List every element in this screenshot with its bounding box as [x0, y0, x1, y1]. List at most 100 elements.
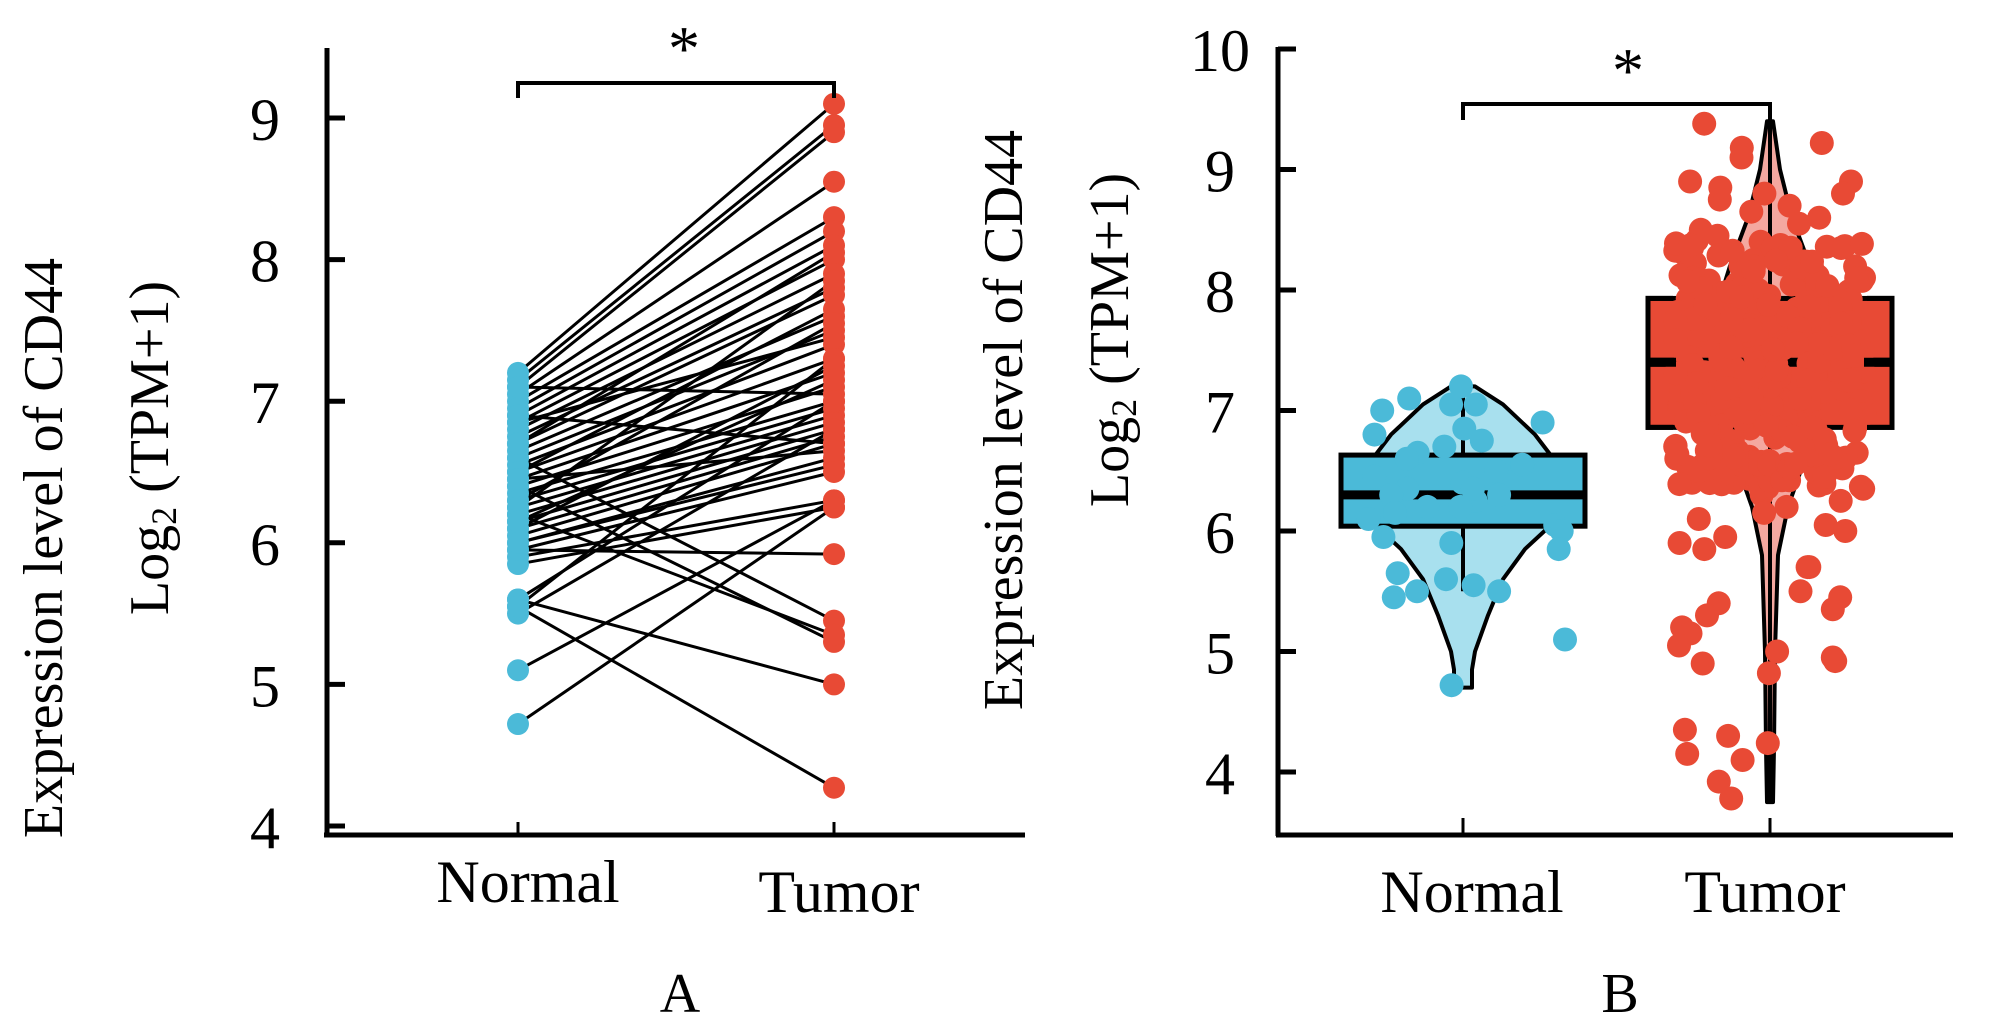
tumor-point	[1815, 274, 1840, 298]
normal-point	[507, 659, 529, 682]
pair-line	[517, 272, 835, 431]
tumor-point	[1667, 633, 1691, 658]
tumor-point	[823, 543, 845, 566]
tumor-point	[1667, 531, 1692, 555]
normal-point	[1356, 507, 1381, 531]
pair-line	[517, 229, 835, 410]
tumor-point	[1741, 259, 1766, 284]
normal-point	[1383, 500, 1407, 525]
tumor-point	[1722, 445, 1746, 470]
normal-point	[1434, 567, 1458, 592]
jitter-points	[1356, 111, 1895, 811]
normal-point	[1370, 398, 1395, 423]
tumor-point	[1777, 193, 1802, 218]
tumor-point	[1667, 472, 1692, 497]
tumor-point	[1705, 223, 1730, 248]
tumor-point	[1760, 337, 1785, 362]
tumor-point	[1693, 292, 1718, 317]
normal-point	[507, 713, 529, 736]
x-ticks	[516, 822, 836, 835]
tumor-point	[1849, 231, 1874, 256]
y-tick-label: 8	[1205, 259, 1235, 325]
tumor-point	[1814, 234, 1839, 259]
x-ticks	[1461, 818, 1772, 835]
y-tick-label: 9	[250, 87, 280, 153]
tumor-point	[1756, 292, 1781, 317]
tumor-point	[1818, 442, 1843, 467]
tumor-point	[1844, 266, 1869, 290]
pair-line	[517, 251, 835, 445]
tumor-point	[1842, 418, 1867, 443]
y-tick-label: 6	[250, 512, 280, 578]
tumor-point	[1788, 387, 1812, 412]
pair-line	[517, 428, 835, 615]
tumor-point	[1800, 249, 1824, 274]
pair-line	[517, 548, 835, 556]
normal-point	[1530, 410, 1555, 435]
normal-point	[1553, 627, 1577, 652]
pair-line	[517, 130, 835, 389]
pair-line	[517, 378, 835, 523]
tumor-point	[1805, 332, 1830, 357]
tumor-point	[1763, 248, 1788, 273]
tumor-point	[1738, 317, 1763, 342]
normal-point	[1510, 452, 1535, 477]
tumor-point	[1765, 639, 1790, 664]
tumor-point	[823, 170, 845, 193]
pair-line	[517, 470, 835, 552]
tumor-point	[1713, 525, 1738, 549]
tumor-point	[823, 121, 845, 144]
tumor-point	[1665, 442, 1690, 467]
pair-line	[517, 449, 835, 481]
significance-star: *	[668, 13, 700, 84]
normal-point	[1432, 434, 1457, 459]
tumor-point	[1729, 285, 1754, 310]
tumor-point	[1784, 451, 1808, 476]
normal-point	[507, 432, 529, 455]
y-tick-label: 9	[1205, 139, 1235, 205]
tumor-point	[1807, 205, 1832, 230]
x-tick-label-tumor: Tumor	[1684, 859, 1845, 925]
pair-line	[517, 357, 835, 474]
tumor-point	[1837, 368, 1862, 393]
normal-point	[507, 404, 529, 427]
normal-point	[1463, 392, 1488, 417]
tumor-point	[1686, 507, 1711, 531]
tumor-point	[1719, 307, 1744, 332]
tumor-point	[1720, 238, 1745, 263]
pair-line	[517, 215, 835, 403]
y-axis-title: Expression level of CD44	[13, 258, 75, 838]
pair-line	[517, 597, 835, 686]
tumor-point	[1678, 233, 1703, 258]
tumor-point	[1838, 397, 1863, 422]
y-tick-label: 5	[250, 653, 280, 719]
pair-line	[517, 413, 835, 446]
pair-line	[517, 506, 835, 726]
tumor-point	[1678, 169, 1703, 194]
tumor-point	[823, 241, 845, 264]
y-tick-label: 4	[1205, 741, 1235, 807]
normal-point	[1362, 464, 1387, 489]
tumor-point	[1695, 603, 1719, 628]
normal-point	[1487, 482, 1512, 507]
normal-point	[1460, 476, 1485, 501]
tumor-point	[1686, 402, 1711, 427]
normal-point	[1397, 386, 1422, 411]
tumor-point	[1813, 513, 1838, 537]
tumor-point	[1690, 651, 1715, 676]
normal-point	[1385, 561, 1410, 586]
normal-point	[507, 595, 529, 618]
tumor-point	[1823, 649, 1848, 674]
normal-point	[1439, 531, 1464, 555]
tumor-point	[1663, 361, 1688, 386]
normal-point	[1415, 494, 1440, 519]
tumor-point	[1755, 731, 1780, 756]
tumor-point	[1663, 308, 1688, 333]
normal-point	[507, 510, 529, 533]
tumor-point	[1812, 464, 1837, 489]
tumor-point	[1757, 452, 1781, 477]
normal-point	[1449, 374, 1473, 399]
y-axis-title: Expression level of CD44	[973, 130, 1035, 710]
pair-line	[517, 314, 835, 453]
